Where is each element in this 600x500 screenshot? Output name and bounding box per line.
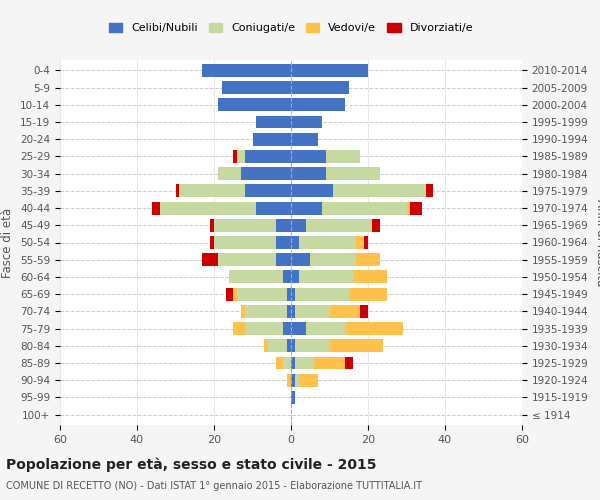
Bar xyxy=(407,202,410,214)
Bar xyxy=(275,356,283,370)
Y-axis label: Anni di nascita: Anni di nascita xyxy=(594,199,600,286)
Bar xyxy=(345,322,403,335)
Bar xyxy=(295,340,329,352)
Bar xyxy=(283,322,291,335)
Bar xyxy=(233,288,237,300)
Bar xyxy=(237,288,287,300)
Bar xyxy=(210,236,214,249)
Bar xyxy=(291,132,318,145)
Bar xyxy=(256,116,291,128)
Bar xyxy=(291,150,326,163)
Bar xyxy=(245,184,291,198)
Bar xyxy=(291,288,295,300)
Bar xyxy=(287,305,291,318)
Bar xyxy=(295,374,299,386)
Bar xyxy=(299,374,318,386)
Bar xyxy=(283,356,291,370)
Bar xyxy=(291,98,345,111)
Bar xyxy=(233,322,245,335)
Text: Popolazione per età, sesso e stato civile - 2015: Popolazione per età, sesso e stato civil… xyxy=(6,458,377,472)
Bar xyxy=(160,202,256,214)
Bar xyxy=(275,254,291,266)
Bar xyxy=(245,150,291,163)
Bar xyxy=(426,184,433,198)
Y-axis label: Fasce di età: Fasce di età xyxy=(1,208,14,278)
Bar xyxy=(334,184,426,198)
Bar xyxy=(256,202,291,214)
Bar xyxy=(307,219,372,232)
Bar xyxy=(202,254,218,266)
Bar xyxy=(291,305,295,318)
Bar xyxy=(210,219,214,232)
Bar xyxy=(353,270,387,283)
Text: COMUNE DI RECETTO (NO) - Dati ISTAT 1° gennaio 2015 - Elaborazione TUTTITALIA.IT: COMUNE DI RECETTO (NO) - Dati ISTAT 1° g… xyxy=(6,481,422,491)
Bar xyxy=(202,64,291,77)
Bar xyxy=(218,254,275,266)
Bar xyxy=(291,340,295,352)
Bar xyxy=(356,236,364,249)
Bar xyxy=(299,236,356,249)
Bar xyxy=(283,270,291,283)
Bar xyxy=(326,167,380,180)
Bar xyxy=(345,356,353,370)
Bar xyxy=(410,202,422,214)
Bar xyxy=(295,305,329,318)
Bar xyxy=(214,219,275,232)
Bar xyxy=(222,81,291,94)
Bar xyxy=(322,202,407,214)
Bar xyxy=(229,270,283,283)
Bar xyxy=(245,305,287,318)
Bar xyxy=(237,150,245,163)
Bar xyxy=(268,340,287,352)
Bar xyxy=(291,356,295,370)
Bar xyxy=(241,167,291,180)
Bar xyxy=(233,150,237,163)
Bar xyxy=(314,356,345,370)
Bar xyxy=(329,305,360,318)
Bar xyxy=(295,288,349,300)
Bar xyxy=(291,236,299,249)
Bar xyxy=(275,236,291,249)
Bar xyxy=(218,167,241,180)
Bar xyxy=(360,305,368,318)
Bar xyxy=(291,270,299,283)
Bar xyxy=(329,340,383,352)
Bar xyxy=(253,132,291,145)
Bar xyxy=(179,184,245,198)
Legend: Celibi/Nubili, Coniugati/e, Vedovi/e, Divorziati/e: Celibi/Nubili, Coniugati/e, Vedovi/e, Di… xyxy=(104,18,478,38)
Bar xyxy=(291,391,295,404)
Bar xyxy=(291,374,295,386)
Bar xyxy=(372,219,380,232)
Bar xyxy=(275,219,291,232)
Bar xyxy=(226,288,233,300)
Bar xyxy=(291,81,349,94)
Bar xyxy=(291,116,322,128)
Bar xyxy=(326,150,360,163)
Bar xyxy=(291,64,368,77)
Bar xyxy=(287,288,291,300)
Bar xyxy=(291,202,322,214)
Bar xyxy=(291,322,307,335)
Bar xyxy=(291,167,326,180)
Bar xyxy=(241,305,245,318)
Bar xyxy=(299,270,353,283)
Bar xyxy=(218,98,291,111)
Bar xyxy=(307,322,345,335)
Bar xyxy=(356,254,380,266)
Bar xyxy=(152,202,160,214)
Bar xyxy=(264,340,268,352)
Bar xyxy=(287,374,291,386)
Bar xyxy=(214,236,275,249)
Bar xyxy=(176,184,179,198)
Bar xyxy=(295,356,314,370)
Bar xyxy=(291,219,307,232)
Bar xyxy=(291,254,310,266)
Bar xyxy=(291,184,334,198)
Bar xyxy=(245,322,283,335)
Bar xyxy=(287,340,291,352)
Bar xyxy=(310,254,356,266)
Bar xyxy=(349,288,387,300)
Bar xyxy=(364,236,368,249)
